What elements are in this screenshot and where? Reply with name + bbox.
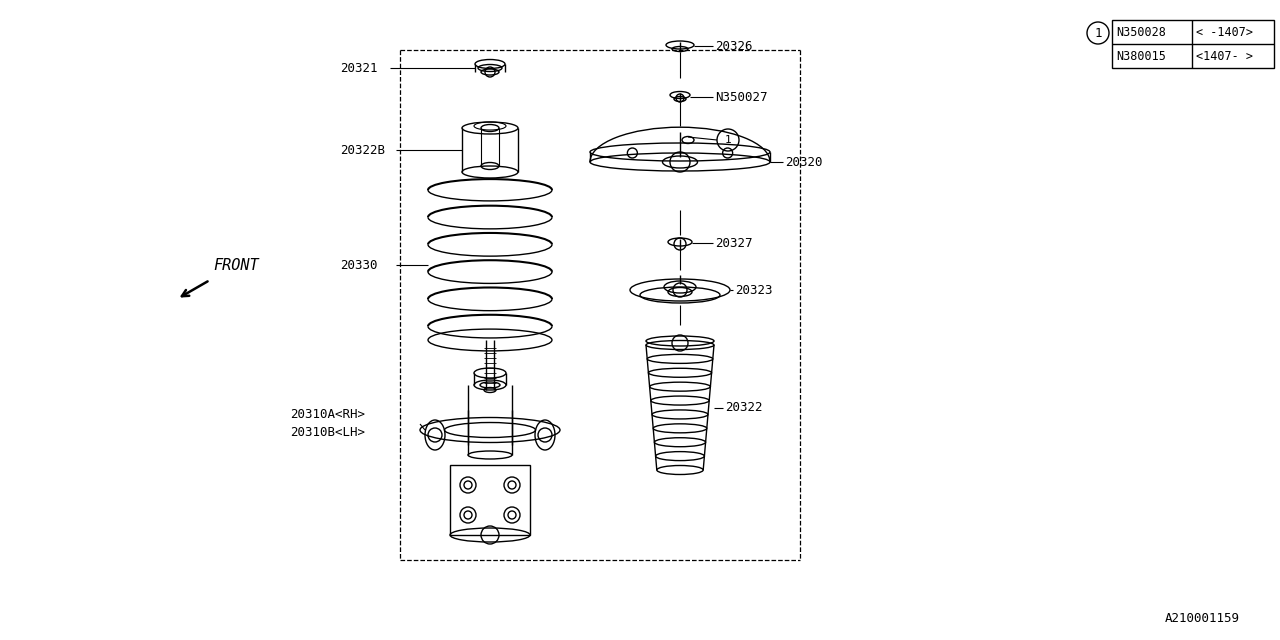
Text: 20310B<LH>: 20310B<LH> bbox=[291, 426, 365, 440]
Text: A210001159: A210001159 bbox=[1165, 612, 1240, 625]
Text: N350027: N350027 bbox=[716, 90, 768, 104]
Text: 20322: 20322 bbox=[724, 401, 763, 414]
Text: N380015: N380015 bbox=[1116, 49, 1166, 63]
Text: 20320: 20320 bbox=[785, 156, 823, 168]
Text: <1407- >: <1407- > bbox=[1196, 49, 1253, 63]
Text: 20323: 20323 bbox=[735, 284, 773, 296]
Text: 20322B: 20322B bbox=[340, 143, 385, 157]
Text: FRONT: FRONT bbox=[212, 258, 259, 273]
Bar bbox=[451, 465, 530, 535]
Text: 20321: 20321 bbox=[340, 61, 378, 74]
Text: 20326: 20326 bbox=[716, 40, 753, 52]
Text: 20310A<RH>: 20310A<RH> bbox=[291, 408, 365, 422]
Text: < -1407>: < -1407> bbox=[1196, 26, 1253, 38]
Text: 1: 1 bbox=[1094, 26, 1102, 40]
Text: 1: 1 bbox=[724, 135, 731, 145]
Text: 20327: 20327 bbox=[716, 237, 753, 250]
Bar bbox=[1112, 20, 1274, 68]
Text: N350028: N350028 bbox=[1116, 26, 1166, 38]
Text: 20330: 20330 bbox=[340, 259, 378, 271]
